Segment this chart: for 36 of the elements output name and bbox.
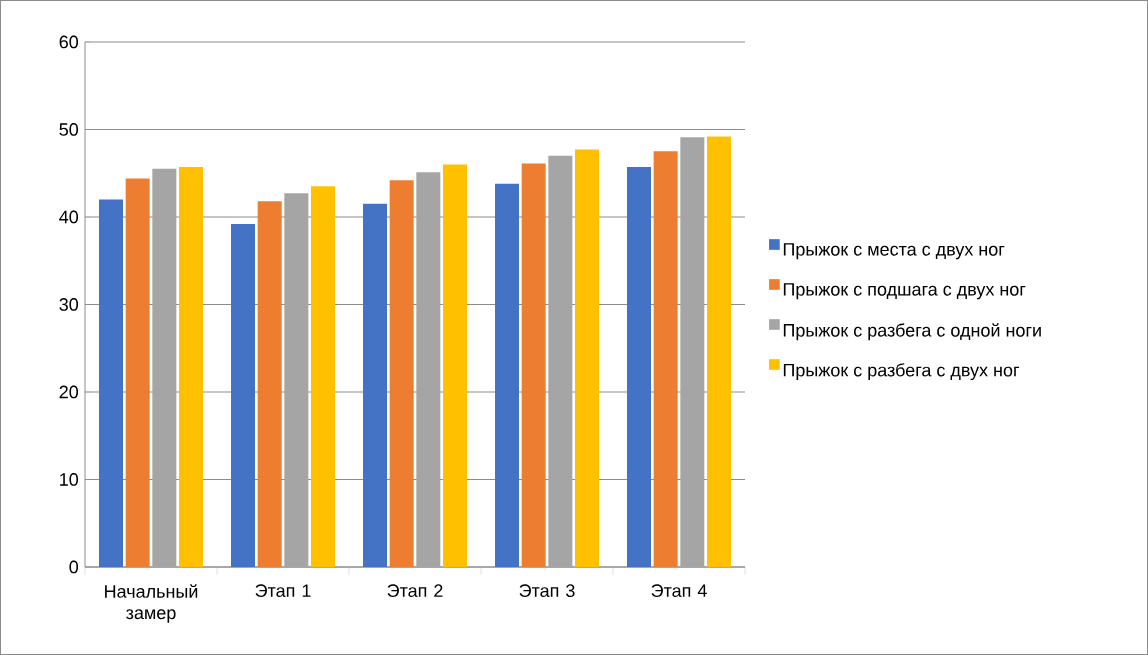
bar <box>231 223 256 567</box>
y-tick-label: 50 <box>59 123 79 136</box>
x-tick-label: Этап 3 <box>519 584 575 598</box>
bar <box>416 172 441 567</box>
bar <box>627 167 651 567</box>
legend-label: Прыжок с разбега с двух ног <box>783 363 1020 381</box>
y-tick-label: 60 <box>59 35 79 49</box>
legend-label: Прыжок с места с двух ног <box>783 243 1005 260</box>
bar <box>521 163 546 567</box>
bar <box>284 193 309 567</box>
y-tick-label: 0 <box>69 560 79 574</box>
y-tick-label: 40 <box>59 210 79 224</box>
bar <box>179 167 204 567</box>
bar <box>389 180 414 567</box>
bar <box>653 151 678 567</box>
x-tick-label: Этап 4 <box>651 584 707 598</box>
bar <box>707 136 731 567</box>
bar <box>548 155 573 567</box>
y-tick-label: 30 <box>59 298 79 311</box>
bar <box>443 164 467 567</box>
bar <box>152 168 177 567</box>
bar <box>99 199 124 567</box>
x-tick-label: Этап 2 <box>387 584 443 598</box>
y-tick-label: 10 <box>60 473 79 486</box>
bar <box>125 178 150 567</box>
bar <box>257 201 282 567</box>
y-tick-label: 20 <box>59 385 79 399</box>
bar <box>311 186 336 567</box>
bar <box>363 203 388 567</box>
bar <box>495 183 519 567</box>
legend-label: Прыжок с подшага с двух ног <box>783 283 1026 300</box>
bar <box>680 137 705 567</box>
x-tick-label: Этап 1 <box>255 584 311 598</box>
bar <box>575 149 600 567</box>
legend-label: Прыжок с разбега с одной ноги <box>783 323 1041 341</box>
x-tick-label: Начальный замер <box>105 584 198 623</box>
